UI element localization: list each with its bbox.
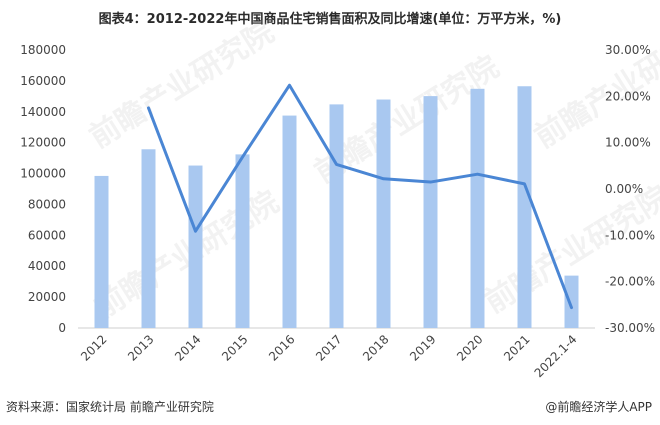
x-tick-label: 2012 xyxy=(78,332,109,363)
y-right-tick-label: 0.00% xyxy=(605,182,643,196)
y-right-tick-label: 30.00% xyxy=(605,43,651,57)
x-tick-label: 2021 xyxy=(501,332,532,363)
brand-note: @前瞻经济学人APP xyxy=(545,400,652,414)
y-left-tick-label: 120000 xyxy=(20,136,66,150)
y-left-tick-label: 100000 xyxy=(20,167,66,181)
bar xyxy=(141,149,156,328)
x-tick-label: 2018 xyxy=(360,332,391,363)
y-right-tick-label: -20.00% xyxy=(605,275,655,289)
bar xyxy=(470,88,485,328)
y-right-tick-label: 20.00% xyxy=(605,89,651,103)
x-tick-label: 2015 xyxy=(219,332,250,363)
x-tick-label: 2022.1-4 xyxy=(532,332,580,380)
x-tick-label: 2020 xyxy=(454,332,485,363)
y-left-tick-label: 60000 xyxy=(28,228,66,242)
source-note: 资料来源：国家统计局 前瞻产业研究院 xyxy=(6,400,214,414)
bar xyxy=(517,86,532,328)
y-right-tick-label: -10.00% xyxy=(605,228,655,242)
y-left-tick-label: 160000 xyxy=(20,74,66,88)
growth-line xyxy=(147,83,573,310)
x-tick-label: 2013 xyxy=(125,332,156,363)
y-left-tick-label: 20000 xyxy=(28,290,66,304)
bar xyxy=(564,275,579,328)
bar xyxy=(188,165,203,328)
bar xyxy=(329,104,344,328)
bar xyxy=(94,175,109,328)
bar xyxy=(376,99,391,328)
x-tick-label: 2017 xyxy=(313,332,344,363)
x-tick-label: 2014 xyxy=(172,332,203,363)
y-left-tick-label: 80000 xyxy=(28,197,66,211)
y-left-tick-label: 40000 xyxy=(28,259,66,273)
bar xyxy=(423,96,438,328)
y-left-tick-label: 0 xyxy=(58,321,66,335)
bar xyxy=(235,154,250,328)
x-tick-label: 2019 xyxy=(407,332,438,363)
y-left-tick-label: 140000 xyxy=(20,105,66,119)
chart-title: 图表4：2012-2022年中国商品住宅销售面积及同比增速(单位：万平方米，%) xyxy=(98,12,562,27)
x-tick-label: 2016 xyxy=(266,332,297,363)
y-left-tick-label: 180000 xyxy=(20,43,66,57)
y-right-tick-label: 10.00% xyxy=(605,136,651,150)
bar xyxy=(282,115,297,328)
y-right-tick-label: -30.00% xyxy=(605,321,655,335)
